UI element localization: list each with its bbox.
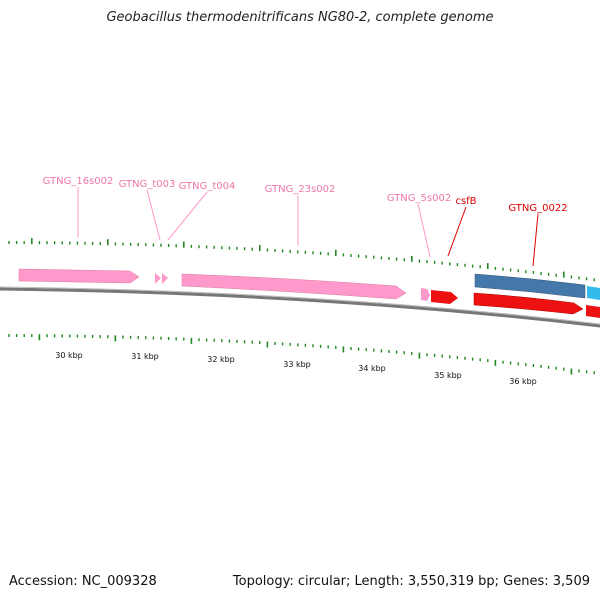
gene-label-g5[interactable]: GTNG_5s002	[387, 193, 451, 204]
scale-label-30kbp: 30 kbp	[55, 351, 83, 360]
cds-features	[431, 273, 600, 318]
scale-labels: 30 kbp 31 kbp 32 kbp 33 kbp 34 kbp 35 kb…	[55, 351, 537, 386]
label-connectors	[77, 187, 539, 267]
feature-gtng-23s002[interactable]	[181, 273, 407, 300]
topology-summary: Topology: circular; Length: 3,550,319 bp…	[232, 574, 590, 589]
feature-gtng-t003[interactable]	[155, 273, 161, 284]
gene-label-g3[interactable]: GTNG_t004	[179, 181, 236, 192]
feature-csfb[interactable]	[431, 290, 458, 304]
connector-g2	[146, 189, 161, 241]
scale-label-31kbp: 31 kbp	[131, 352, 159, 361]
scale-label-36kbp: 36 kbp	[509, 377, 537, 386]
feature-blue-block[interactable]	[474, 273, 586, 299]
connector-g5	[417, 203, 431, 258]
scale-label-34kbp: 34 kbp	[358, 364, 386, 373]
outer-tick-track	[8, 238, 595, 282]
feature-cds-right[interactable]	[586, 305, 600, 318]
feature-gtng-16s002[interactable]	[18, 268, 140, 284]
gene-labels: GTNG_16s002 GTNG_t003 GTNG_t004 GTNG_23s…	[43, 176, 568, 214]
connector-g7	[532, 213, 539, 267]
connector-g6	[447, 206, 467, 257]
connector-g3	[167, 191, 208, 241]
scale-label-33kbp: 33 kbp	[283, 360, 311, 369]
genome-backbone-highlight	[0, 286, 600, 325]
gene-label-g7[interactable]: GTNG_0022	[508, 203, 567, 214]
gene-label-g6[interactable]: csfB	[455, 196, 476, 207]
feature-gtng-t004[interactable]	[162, 273, 168, 284]
scale-label-32kbp: 32 kbp	[207, 355, 235, 364]
rna-features	[18, 268, 430, 301]
gene-label-g4[interactable]: GTNG_23s002	[265, 184, 336, 195]
accession-text: Accession: NC_009328	[9, 574, 157, 589]
scale-label-35kbp: 35 kbp	[434, 371, 462, 380]
gene-label-g2[interactable]: GTNG_t003	[119, 179, 176, 190]
inner-tick-track	[8, 334, 595, 375]
feature-cyan-block[interactable]	[587, 286, 600, 300]
feature-gtng-0022[interactable]	[473, 292, 584, 315]
feature-gtng-5s002[interactable]	[421, 288, 430, 301]
gene-label-g1[interactable]: GTNG_16s002	[43, 176, 114, 187]
map-title: Geobacillus thermodenitrificans NG80-2, …	[106, 10, 494, 25]
genome-backbone	[0, 287, 600, 328]
